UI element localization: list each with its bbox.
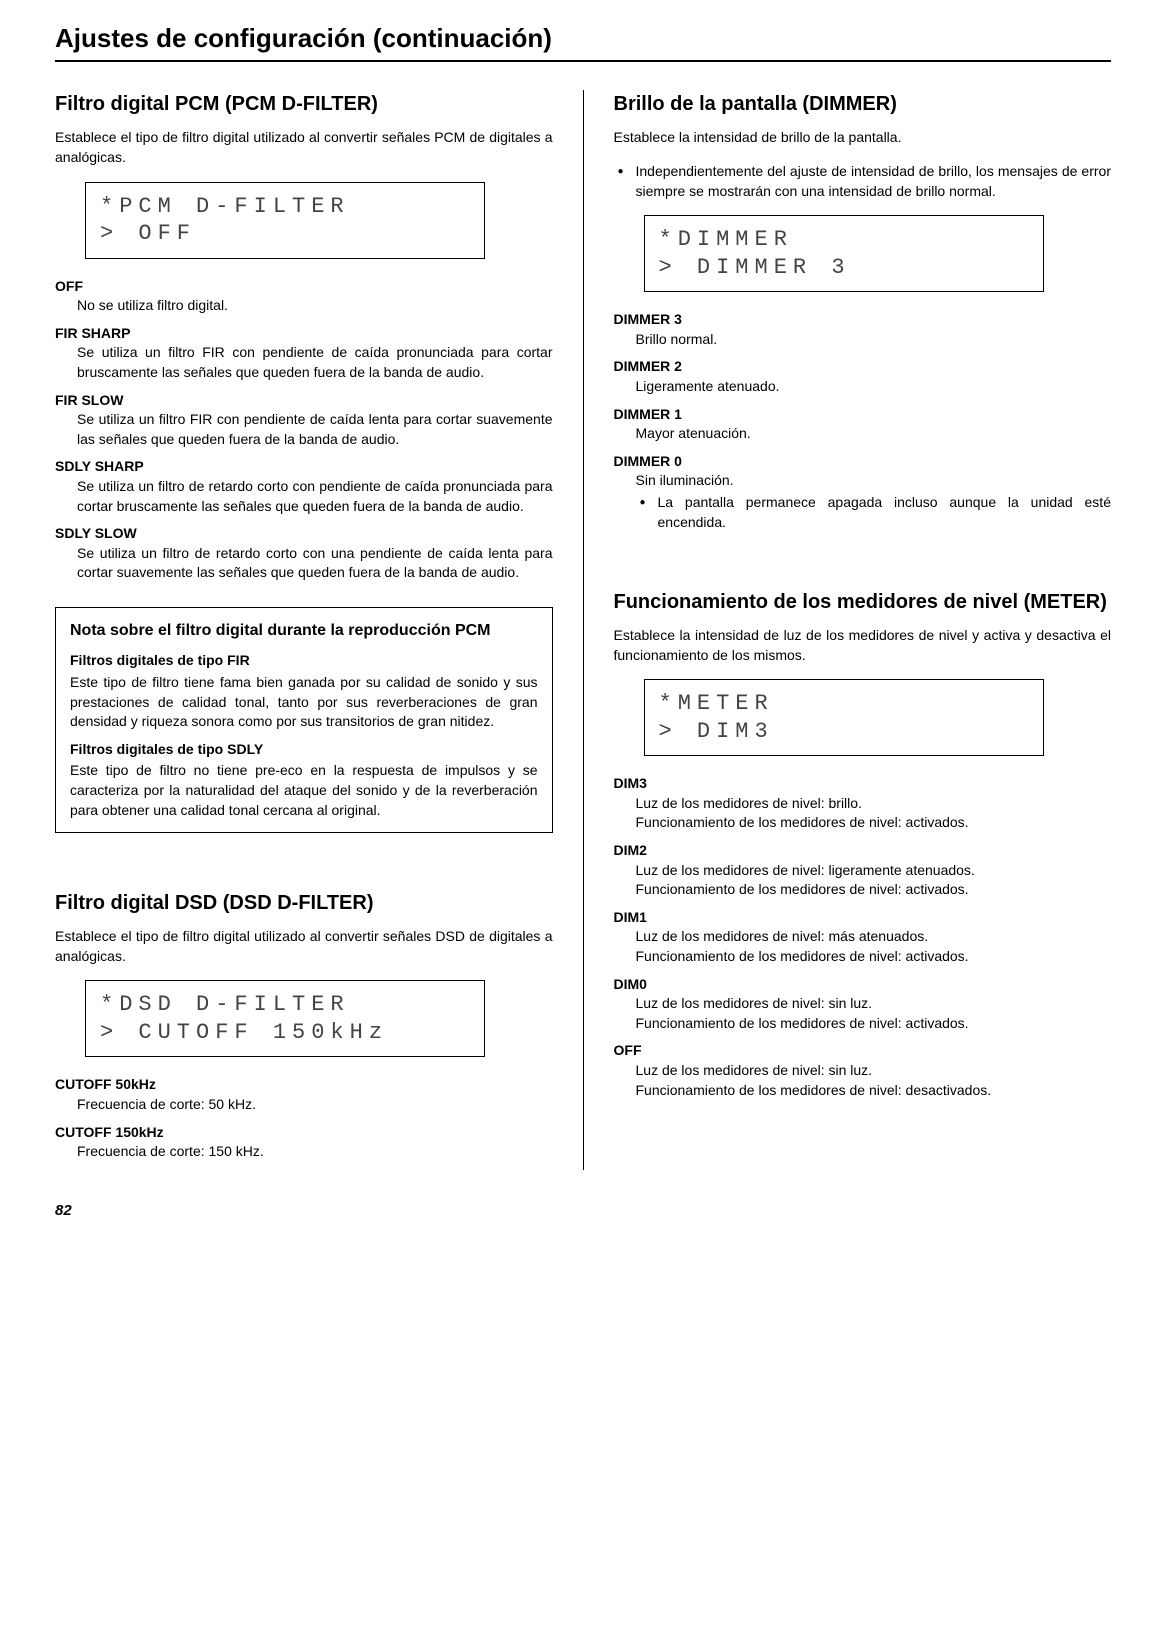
meter-option-2: DIM1 Luz de los medidores de nivel: más …: [614, 908, 1112, 967]
option-term: DIM2: [614, 841, 1112, 861]
option-desc: No se utiliza filtro digital.: [77, 296, 553, 316]
dimmer-option-0: DIMMER 3 Brillo normal.: [614, 310, 1112, 349]
meter-display: *METER > DIM3: [644, 679, 1044, 756]
option-desc: Luz de los medidores de nivel: sin luz. …: [636, 994, 1112, 1033]
option-term: DIMMER 1: [614, 405, 1112, 425]
note-text: Este tipo de filtro no tiene pre-eco en …: [70, 761, 538, 820]
option-desc: Luz de los medidores de nivel: más atenu…: [636, 927, 1112, 966]
option-desc: Se utiliza un filtro de retardo corto co…: [77, 544, 553, 583]
option-term: DIM3: [614, 774, 1112, 794]
meter-option-1: DIM2 Luz de los medidores de nivel: lige…: [614, 841, 1112, 900]
note-sub: Filtros digitales de tipo SDLY: [70, 740, 538, 760]
pcm-option-2: FIR SLOW Se utiliza un filtro FIR con pe…: [55, 391, 553, 450]
meter-title: Funcionamiento de los medidores de nivel…: [614, 588, 1112, 616]
meter-option-4: OFF Luz de los medidores de nivel: sin l…: [614, 1041, 1112, 1100]
dsd-intro: Establece el tipo de filtro digital util…: [55, 927, 553, 966]
option-desc: Sin iluminación.: [636, 471, 1112, 491]
page-header: Ajustes de configuración (continuación): [55, 20, 1111, 62]
right-column: Brillo de la pantalla (DIMMER) Establece…: [583, 90, 1112, 1169]
dsd-option-1: CUTOFF 150kHz Frecuencia de corte: 150 k…: [55, 1123, 553, 1162]
left-column: Filtro digital PCM (PCM D-FILTER) Establ…: [55, 90, 583, 1169]
option-desc: Brillo normal.: [636, 330, 1112, 350]
dimmer-intro: Establece la intensidad de brillo de la …: [614, 128, 1112, 148]
meter-section: Funcionamiento de los medidores de nivel…: [614, 588, 1112, 1100]
bullet-item: Independientemente del ajuste de intensi…: [614, 162, 1112, 201]
dimmer-option-1: DIMMER 2 Ligeramente atenuado.: [614, 357, 1112, 396]
option-term: DIM0: [614, 975, 1112, 995]
option-term: CUTOFF 50kHz: [55, 1075, 553, 1095]
option-term: DIMMER 3: [614, 310, 1112, 330]
option-desc: Ligeramente atenuado.: [636, 377, 1112, 397]
option-term: SDLY SLOW: [55, 524, 553, 544]
pcm-intro: Establece el tipo de filtro digital util…: [55, 128, 553, 167]
dimmer-bullet: Independientemente del ajuste de intensi…: [614, 162, 1112, 201]
dsd-display: *DSD D-FILTER > CUTOFF 150kHz: [85, 980, 485, 1057]
option-term: SDLY SHARP: [55, 457, 553, 477]
option-desc: Frecuencia de corte: 50 kHz.: [77, 1095, 553, 1115]
note-sub: Filtros digitales de tipo FIR: [70, 651, 538, 671]
option-desc: Frecuencia de corte: 150 kHz.: [77, 1142, 553, 1162]
option-term: FIR SHARP: [55, 324, 553, 344]
note-title: Nota sobre el filtro digital durante la …: [70, 620, 538, 642]
pcm-option-0: OFF No se utiliza filtro digital.: [55, 277, 553, 316]
dsd-option-0: CUTOFF 50kHz Frecuencia de corte: 50 kHz…: [55, 1075, 553, 1114]
option-term: CUTOFF 150kHz: [55, 1123, 553, 1143]
meter-option-0: DIM3 Luz de los medidores de nivel: bril…: [614, 774, 1112, 833]
pcm-display: *PCM D-FILTER > OFF: [85, 182, 485, 259]
dsd-section: Filtro digital DSD (DSD D-FILTER) Establ…: [55, 889, 553, 1162]
note-text: Este tipo de filtro tiene fama bien gana…: [70, 673, 538, 732]
option-term: OFF: [55, 277, 553, 297]
meter-intro: Establece la intensidad de luz de los me…: [614, 626, 1112, 665]
dimmer-option-3: DIMMER 0 Sin iluminación. La pantalla pe…: [614, 452, 1112, 532]
option-term: DIM1: [614, 908, 1112, 928]
pcm-option-3: SDLY SHARP Se utiliza un filtro de retar…: [55, 457, 553, 516]
option-desc: Luz de los medidores de nivel: brillo. F…: [636, 794, 1112, 833]
option-term: DIMMER 2: [614, 357, 1112, 377]
pcm-option-1: FIR SHARP Se utiliza un filtro FIR con p…: [55, 324, 553, 383]
pcm-note-box: Nota sobre el filtro digital durante la …: [55, 607, 553, 833]
pcm-option-4: SDLY SLOW Se utiliza un filtro de retard…: [55, 524, 553, 583]
option-term: OFF: [614, 1041, 1112, 1061]
dsd-title: Filtro digital DSD (DSD D-FILTER): [55, 889, 553, 917]
dimmer-display: *DIMMER > DIMMER 3: [644, 215, 1044, 292]
sub-bullet-item: La pantalla permanece apagada incluso au…: [636, 493, 1112, 532]
option-desc: Mayor atenuación.: [636, 424, 1112, 444]
sub-bullet: La pantalla permanece apagada incluso au…: [636, 493, 1112, 532]
option-term: DIMMER 0: [614, 452, 1112, 472]
option-desc: Se utiliza un filtro FIR con pendiente d…: [77, 410, 553, 449]
option-desc: Se utiliza un filtro de retardo corto co…: [77, 477, 553, 516]
meter-option-3: DIM0 Luz de los medidores de nivel: sin …: [614, 975, 1112, 1034]
option-desc: Luz de los medidores de nivel: ligeramen…: [636, 861, 1112, 900]
pcm-title: Filtro digital PCM (PCM D-FILTER): [55, 90, 553, 118]
option-term: FIR SLOW: [55, 391, 553, 411]
dimmer-option-2: DIMMER 1 Mayor atenuación.: [614, 405, 1112, 444]
columns-container: Filtro digital PCM (PCM D-FILTER) Establ…: [55, 90, 1111, 1169]
option-desc: Se utiliza un filtro FIR con pendiente d…: [77, 343, 553, 382]
page-number: 82: [55, 1200, 1111, 1221]
option-desc: Luz de los medidores de nivel: sin luz. …: [636, 1061, 1112, 1100]
dimmer-title: Brillo de la pantalla (DIMMER): [614, 90, 1112, 118]
